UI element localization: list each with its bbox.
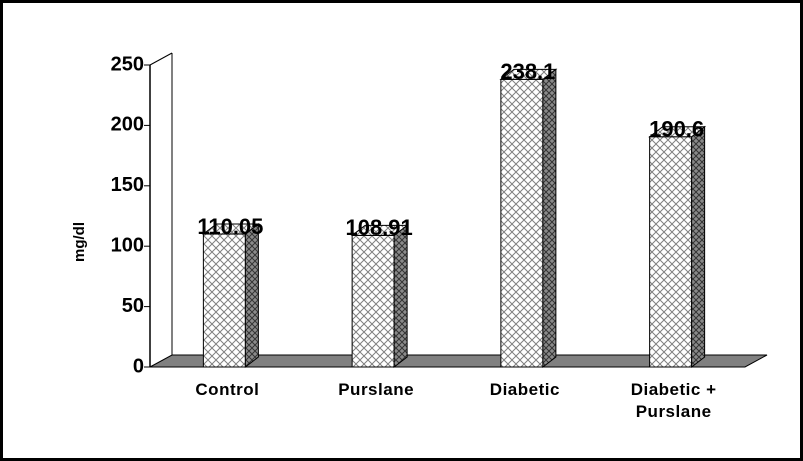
bar-side (691, 125, 706, 369)
axis-depth (149, 52, 173, 66)
bar-top (201, 223, 260, 235)
bar-side (542, 68, 557, 369)
y-tick-label: 200 (111, 114, 144, 136)
x-tick-label: Control (195, 380, 260, 399)
y-tick-label: 150 (111, 174, 144, 196)
x-tick-label: Diabetic (489, 380, 560, 399)
y-axis-label: mg/dl (71, 222, 88, 262)
bar-top (648, 126, 707, 138)
bar-top (350, 224, 409, 236)
x-tick-label: Diabetic + Purslane (630, 380, 717, 421)
bar-front (202, 233, 246, 368)
bar-front (351, 234, 395, 368)
bar-side (244, 223, 259, 369)
x-tick-label: Purslane (338, 380, 415, 399)
y-tick-label: 250 (111, 53, 144, 75)
bar-front (649, 136, 693, 368)
value-label: 108.91 (345, 215, 412, 240)
value-label: 190.6 (649, 117, 704, 142)
y-tick-label: 50 (122, 295, 144, 317)
floor (149, 354, 768, 368)
bar-top (499, 68, 558, 80)
y-tick-label: 100 (111, 234, 144, 256)
y-tick-label: 0 (133, 355, 144, 377)
bar-side (393, 224, 408, 369)
value-label: 110.05 (197, 214, 263, 239)
bar-front (500, 78, 544, 368)
value-label: 238.1 (500, 59, 555, 84)
